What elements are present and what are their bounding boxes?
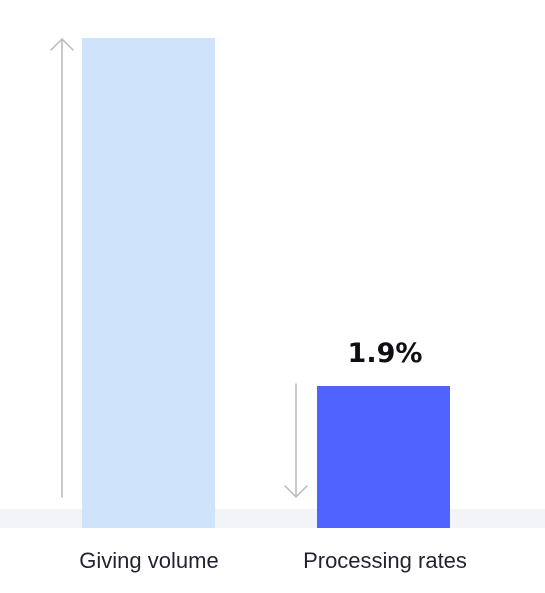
bar-processing-rates	[317, 386, 450, 528]
category-label-giving-volume: Giving volume	[79, 548, 218, 573]
down-arrow-head	[284, 485, 308, 498]
down-arrow	[284, 383, 308, 498]
up-arrow-head	[50, 38, 74, 51]
data-label-processing-rates: 1.9%	[348, 338, 423, 369]
category-label-processing-rates: Processing rates	[303, 548, 467, 573]
bar-giving-volume	[82, 38, 215, 528]
baseline-band	[0, 509, 545, 528]
up-arrow	[50, 38, 74, 498]
